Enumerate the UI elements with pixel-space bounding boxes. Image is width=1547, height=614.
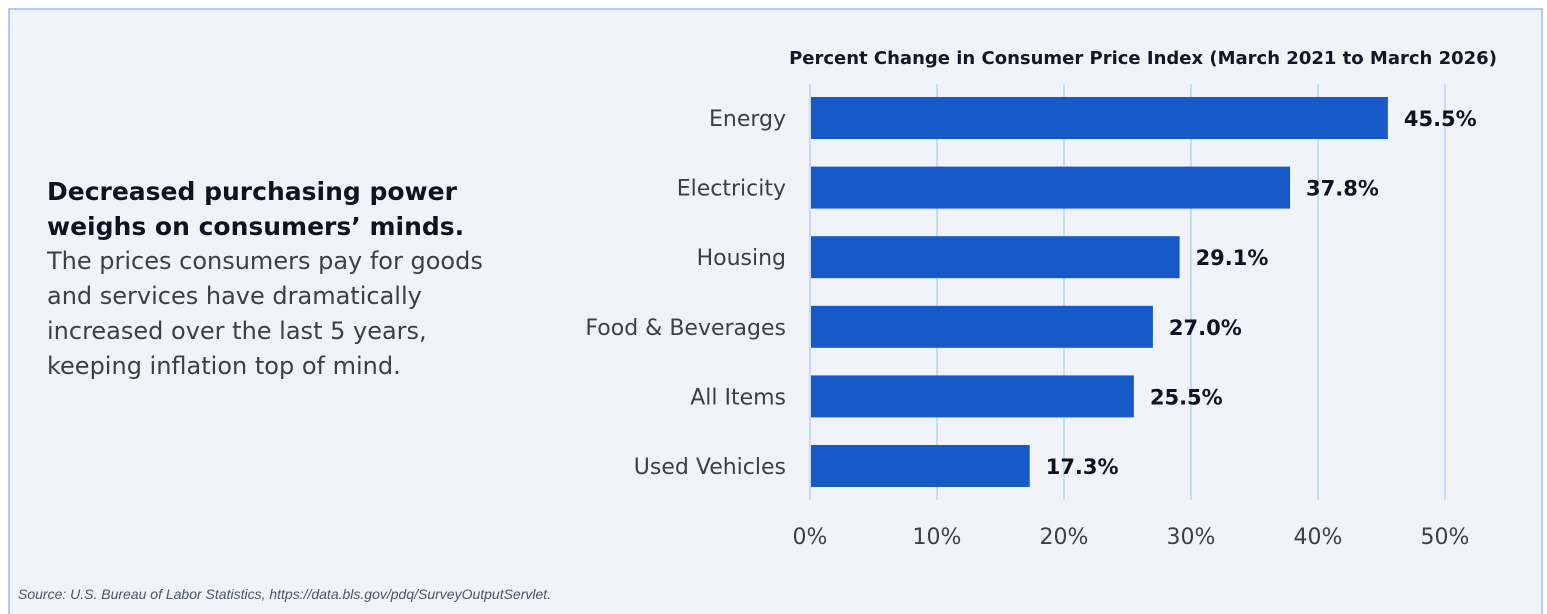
x-tick-label: 30%	[1167, 525, 1216, 550]
bar	[811, 97, 1388, 139]
data-label: 17.3%	[1046, 455, 1119, 479]
headline: Decreased purchasing power weighs on con…	[47, 177, 465, 241]
data-label: 27.0%	[1169, 316, 1242, 340]
bar-layer	[811, 97, 1388, 487]
bar	[811, 166, 1291, 209]
label-layer: 0% 10% 20% 30% 40% 50% Energy 45.5% Electricity 3…	[585, 107, 1476, 550]
data-label: 45.5%	[1404, 107, 1477, 131]
bar	[811, 445, 1030, 487]
data-label: 37.8%	[1306, 177, 1379, 201]
category-label: Electricity	[677, 177, 786, 202]
body-text: The prices consumers pay for goods and s…	[47, 247, 483, 380]
category-label: Housing	[697, 246, 786, 271]
x-tick-label: 0%	[793, 525, 828, 550]
x-tick-label: 20%	[1040, 525, 1089, 550]
category-label: Used Vehicles	[634, 455, 786, 480]
data-label: 25.5%	[1150, 385, 1223, 409]
x-tick-label: 50%	[1421, 525, 1470, 550]
bar	[811, 305, 1153, 348]
category-label: Energy	[709, 107, 786, 132]
category-label: Food & Beverages	[585, 316, 786, 341]
data-label: 29.1%	[1196, 246, 1269, 270]
category-label: All Items	[690, 385, 786, 410]
source-note: Source: U.S. Bureau of Labor Statistics,…	[18, 586, 552, 602]
grid-layer	[809, 84, 1446, 500]
x-tick-label: 10%	[913, 525, 962, 550]
x-tick-label: 40%	[1294, 525, 1343, 550]
bar	[811, 375, 1134, 418]
chart-title: Percent Change in Consumer Price Index (…	[789, 48, 1497, 69]
bar	[811, 236, 1180, 279]
description-block: Decreased purchasing power weighs on con…	[47, 174, 487, 384]
